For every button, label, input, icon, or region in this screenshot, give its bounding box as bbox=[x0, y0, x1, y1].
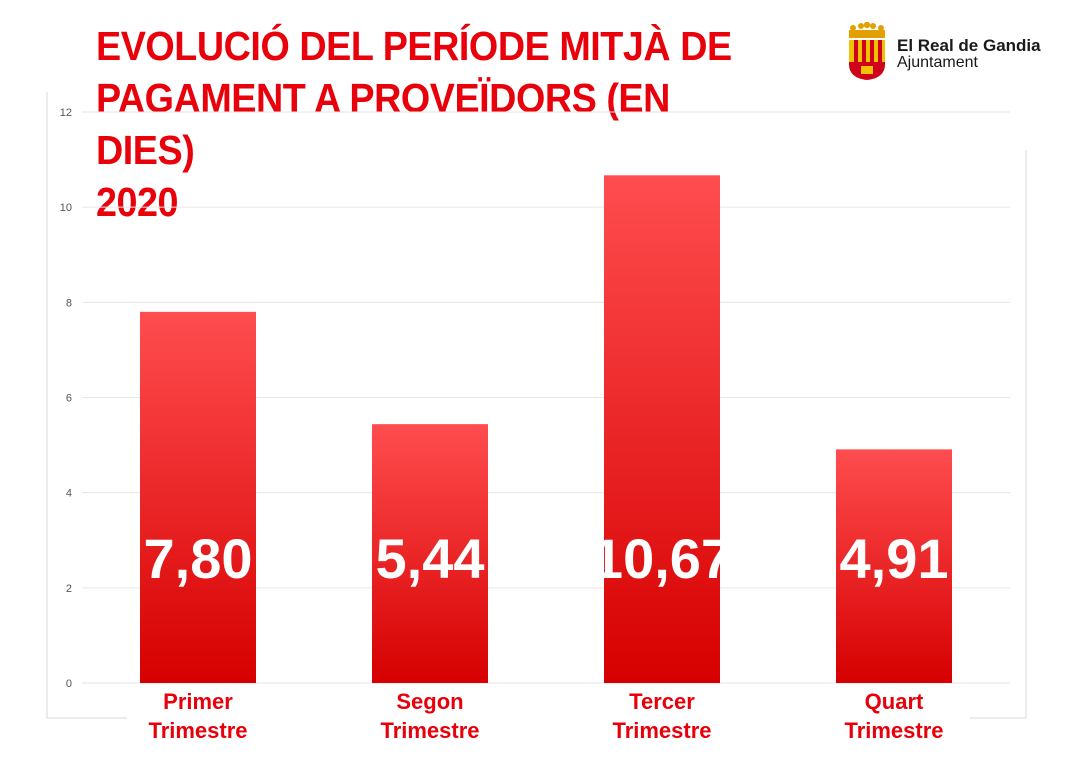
data-label: 4,91 bbox=[840, 527, 949, 590]
y-tick-label: 6 bbox=[66, 393, 72, 405]
data-label: 7,80 bbox=[144, 527, 253, 590]
chart-title: EVOLUCIÓ DEL PERÍODE MITJÀ DE PAGAMENT A… bbox=[96, 20, 777, 228]
x-tick-label: Quart bbox=[865, 689, 924, 714]
y-tick-label: 4 bbox=[66, 488, 72, 500]
x-tick-label: Primer bbox=[163, 689, 233, 714]
x-tick-label: Trimestre bbox=[612, 718, 711, 743]
x-tick-label: Tercer bbox=[629, 689, 695, 714]
bar bbox=[372, 424, 488, 683]
title-line-1: EVOLUCIÓ DEL PERÍODE MITJÀ DE bbox=[96, 23, 732, 69]
x-tick-label: Segon bbox=[396, 689, 463, 714]
bar bbox=[836, 449, 952, 683]
y-tick-label: 8 bbox=[66, 297, 72, 309]
data-label: 10,67 bbox=[592, 527, 732, 590]
municipal-coat-of-arms-icon bbox=[849, 22, 885, 80]
x-tick-label: Trimestre bbox=[844, 718, 943, 743]
chart-frame-right bbox=[970, 150, 1027, 719]
y-tick-label: 2 bbox=[66, 583, 72, 595]
y-tick-label: 10 bbox=[60, 202, 72, 214]
logo-name: El Real de Gandia bbox=[897, 36, 1041, 55]
x-tick-label: Trimestre bbox=[148, 718, 247, 743]
title-line-3: 2020 bbox=[96, 179, 179, 225]
data-label: 5,44 bbox=[376, 527, 485, 590]
bar bbox=[604, 175, 720, 683]
chart-frame-left bbox=[46, 92, 127, 719]
y-tick-label: 12 bbox=[60, 107, 72, 119]
logo-subtitle: Ajuntament bbox=[897, 54, 978, 71]
title-line-2: PAGAMENT A PROVEÏDORS (EN DIES) bbox=[96, 75, 670, 173]
bar bbox=[140, 311, 256, 683]
y-tick-label: 0 bbox=[66, 678, 72, 690]
x-tick-label: Trimestre bbox=[380, 718, 479, 743]
municipality-logo: El Real de Gandia Ajuntament bbox=[845, 22, 1075, 82]
